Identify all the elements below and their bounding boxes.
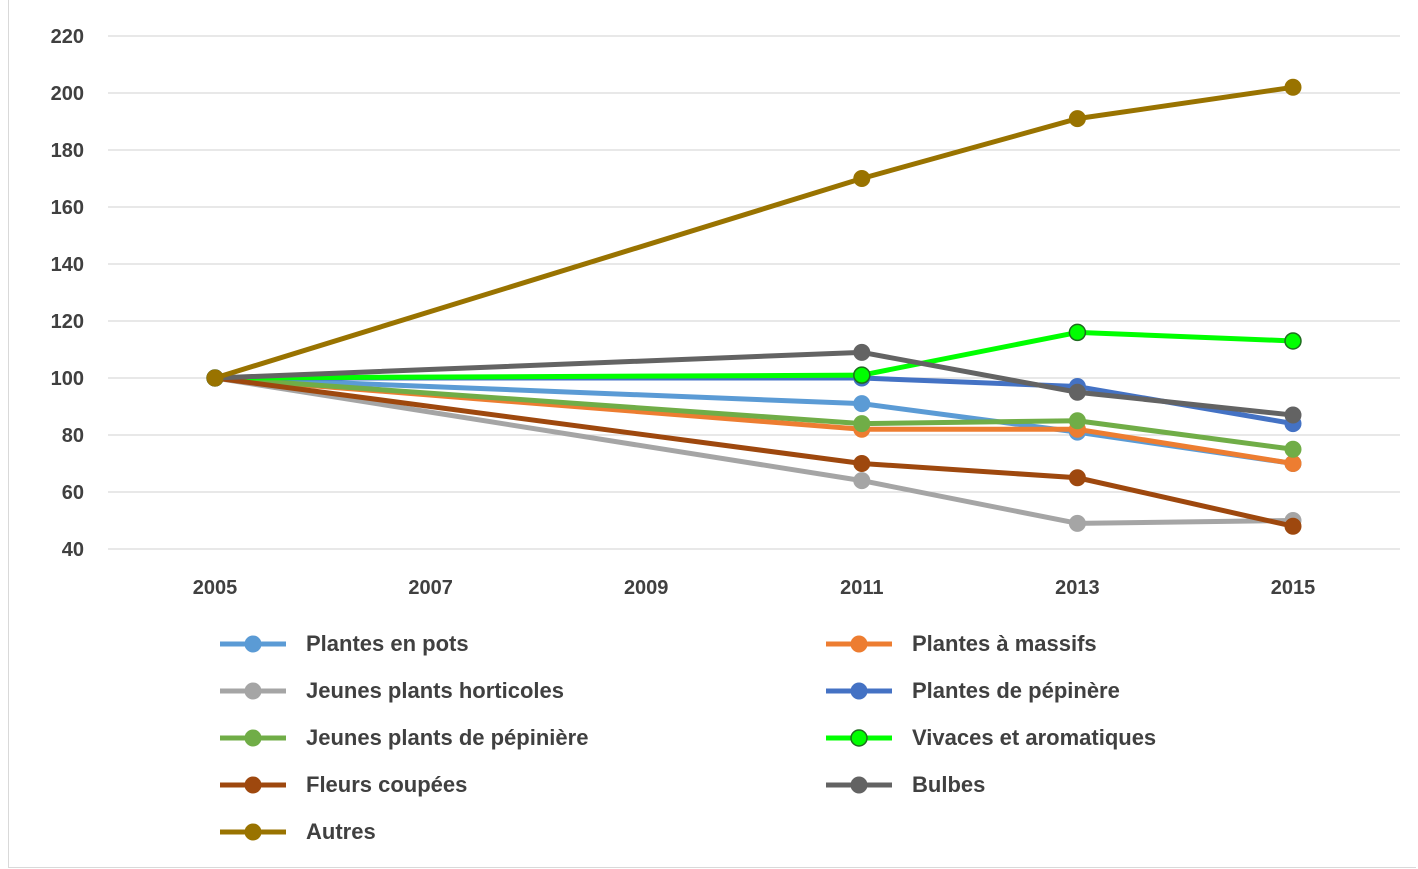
y-tick-label: 40 <box>62 539 84 561</box>
legend-item: Jeunes plants de pépinière <box>220 725 588 750</box>
x-tick-label: 2009 <box>624 577 669 599</box>
legend-marker <box>244 635 262 653</box>
y-tick-label: 200 <box>51 83 84 105</box>
data-point <box>1068 514 1086 532</box>
x-tick-label: 2013 <box>1055 577 1100 599</box>
data-point <box>853 170 871 187</box>
legend-label: Bulbes <box>912 772 985 797</box>
series-line <box>212 349 1296 418</box>
gridlines <box>108 35 1400 550</box>
legend-item: Fleurs coupées <box>220 772 467 797</box>
legend-label: Jeunes plants horticoles <box>306 678 564 703</box>
legend-label: Vivaces et aromatiques <box>912 725 1156 750</box>
legend: Plantes en pots Plantes à massifs Jeunes p… <box>220 631 1156 844</box>
legend-label: Plantes en pots <box>306 631 469 656</box>
legend-label: Jeunes plants de pépinière <box>306 725 588 750</box>
x-tick-label: 2005 <box>193 577 238 599</box>
data-point <box>206 369 224 387</box>
data-point <box>853 472 871 490</box>
legend-item: Plantes à massifs <box>826 631 1097 656</box>
x-tick-label: 2015 <box>1271 577 1316 599</box>
data-point <box>1068 412 1086 430</box>
data-point <box>1284 332 1302 350</box>
legend-item: Plantes en pots <box>220 631 469 656</box>
y-tick-label: 60 <box>62 482 84 504</box>
series-line <box>212 84 1296 381</box>
data-point <box>853 395 871 413</box>
chart-frame <box>8 0 1416 868</box>
legend-marker <box>244 729 262 747</box>
legend-label: Plantes à massifs <box>912 631 1097 656</box>
y-tick-label: 160 <box>51 197 84 219</box>
legend-marker <box>850 776 868 794</box>
legend-item: Plantes de pépinère <box>826 678 1120 703</box>
data-point <box>1284 517 1302 535</box>
y-tick-label: 220 <box>51 26 84 48</box>
y-tick-label: 140 <box>51 254 84 276</box>
legend-marker <box>850 635 868 653</box>
series-line <box>212 375 1296 529</box>
legend-label: Fleurs coupées <box>306 772 467 797</box>
y-tick-label: 120 <box>51 311 84 333</box>
legend-item: Jeunes plants horticoles <box>220 678 564 703</box>
y-axis-ticks: 40 60 80 100 120 140 160 180 200 220 <box>51 26 84 561</box>
legend-item: Autres <box>220 819 376 844</box>
data-point <box>1284 406 1302 424</box>
x-axis-ticks: 2005 2007 2009 2011 2013 2015 <box>193 577 1316 599</box>
data-point <box>1068 323 1087 342</box>
data-point <box>1284 440 1302 458</box>
data-point <box>1068 469 1086 487</box>
data-point <box>1068 110 1086 128</box>
series-lines <box>206 78 1302 535</box>
legend-marker <box>244 823 262 841</box>
x-tick-label: 2011 <box>840 577 883 599</box>
legend-marker <box>850 682 868 700</box>
legend-marker <box>244 682 262 700</box>
series-8 <box>206 78 1302 387</box>
legend-label: Autres <box>306 819 376 844</box>
data-point <box>853 455 871 472</box>
series-line <box>212 375 1296 466</box>
data-point <box>1284 455 1302 472</box>
legend-marker <box>850 729 868 747</box>
data-point <box>1068 383 1086 401</box>
data-point <box>1284 78 1302 96</box>
series-line <box>212 375 1296 452</box>
y-tick-label: 80 <box>62 425 84 447</box>
data-point <box>853 366 871 384</box>
legend-marker <box>244 776 262 794</box>
y-tick-label: 100 <box>51 368 84 390</box>
x-tick-label: 2007 <box>408 577 453 599</box>
legend-label: Plantes de pépinère <box>912 678 1120 703</box>
series-line <box>212 375 1296 526</box>
y-tick-label: 180 <box>51 140 84 162</box>
data-point <box>853 415 871 433</box>
data-point <box>853 343 871 361</box>
legend-item: Bulbes <box>826 772 985 797</box>
series-line <box>212 329 1296 381</box>
legend-item: Vivaces et aromatiques <box>826 725 1156 750</box>
